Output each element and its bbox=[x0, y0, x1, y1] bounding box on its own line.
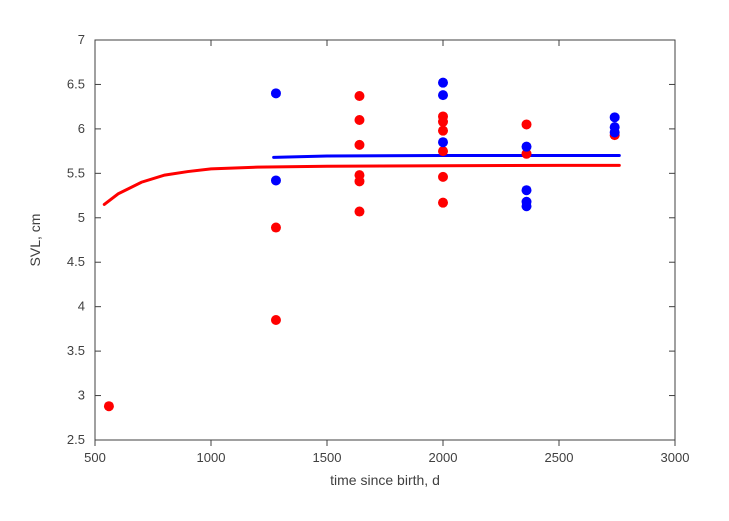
x-tick-label: 1500 bbox=[313, 450, 342, 465]
blue-data-point bbox=[610, 112, 620, 122]
x-tick-label: 1000 bbox=[197, 450, 226, 465]
y-tick-label: 4 bbox=[78, 299, 85, 314]
blue-data-point bbox=[610, 122, 620, 132]
blue-data-point bbox=[271, 88, 281, 98]
red-data-point bbox=[104, 401, 114, 411]
red-data-point bbox=[438, 111, 448, 121]
red-data-point bbox=[271, 315, 281, 325]
plot-box bbox=[95, 40, 675, 440]
y-axis-label: SVL, cm bbox=[27, 214, 43, 267]
x-tick-label: 3000 bbox=[661, 450, 690, 465]
x-tick-label: 2500 bbox=[545, 450, 574, 465]
red-data-point bbox=[438, 126, 448, 136]
blue-fit-line bbox=[274, 156, 620, 158]
red-data-point bbox=[271, 223, 281, 233]
plot-area bbox=[104, 78, 620, 412]
red-data-point bbox=[354, 207, 364, 217]
y-tick-label: 4.5 bbox=[67, 254, 85, 269]
y-tick-label: 2.5 bbox=[67, 432, 85, 447]
red-data-point bbox=[438, 146, 448, 156]
red-data-point bbox=[354, 170, 364, 180]
red-data-point bbox=[438, 172, 448, 182]
blue-data-point bbox=[522, 142, 532, 152]
blue-data-point bbox=[438, 78, 448, 88]
chart-container: 500 1000 1500 2000 2500 3000 2.5 3 3.5 4 4.5 5 5.5 6 6… bbox=[0, 0, 729, 521]
blue-data-point bbox=[522, 197, 532, 207]
x-axis-label: time since birth, d bbox=[330, 472, 440, 488]
red-data-point bbox=[522, 119, 532, 129]
red-data-point bbox=[354, 91, 364, 101]
blue-data-point bbox=[438, 137, 448, 147]
y-tick-label: 6 bbox=[78, 121, 85, 136]
scatter-chart: 500 1000 1500 2000 2500 3000 2.5 3 3.5 4 4.5 5 5.5 6 6… bbox=[0, 0, 729, 521]
y-tick-label: 3.5 bbox=[67, 343, 85, 358]
blue-data-point bbox=[271, 175, 281, 185]
blue-data-point bbox=[522, 185, 532, 195]
red-data-point bbox=[354, 140, 364, 150]
y-tick-label: 7 bbox=[78, 32, 85, 47]
y-tick-label: 6.5 bbox=[67, 76, 85, 91]
red-data-point bbox=[438, 198, 448, 208]
x-tick-label: 500 bbox=[84, 450, 106, 465]
red-data-point bbox=[354, 115, 364, 125]
y-tick-label: 5 bbox=[78, 210, 85, 225]
y-tick-label: 3 bbox=[78, 388, 85, 403]
blue-data-point bbox=[438, 90, 448, 100]
y-tick-label: 5.5 bbox=[67, 165, 85, 180]
x-tick-label: 2000 bbox=[429, 450, 458, 465]
